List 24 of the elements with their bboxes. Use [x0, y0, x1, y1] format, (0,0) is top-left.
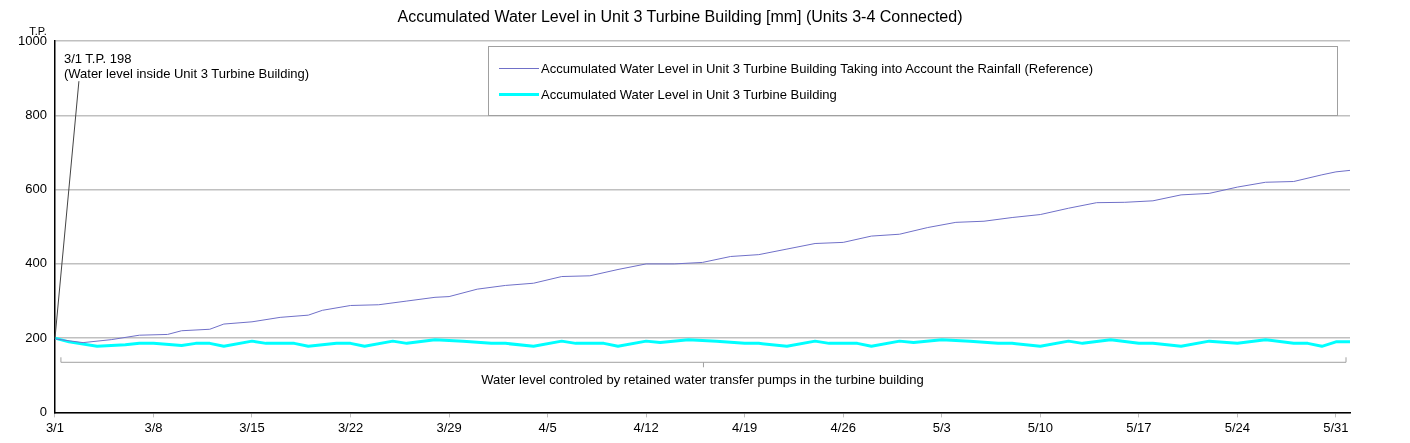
legend-label: Accumulated Water Level in Unit 3 Turbine Building	[541, 86, 837, 102]
x-tick-label: 4/19	[732, 419, 758, 435]
x-tick-label: 3/1	[45, 419, 64, 435]
y-tick-label: 800	[25, 107, 47, 123]
x-tick-label: 5/24	[1224, 419, 1251, 435]
y-tick-label: 400	[25, 255, 47, 271]
y-tick-label: 200	[25, 329, 47, 345]
y-tick-label: 600	[25, 181, 47, 197]
y-tick-label: 0	[39, 403, 47, 419]
x-tick-label: 5/3	[932, 419, 951, 435]
x-tick-label: 3/15	[239, 419, 265, 435]
x-tick-label: 3/22	[337, 419, 364, 435]
x-tick-label: 3/8	[144, 419, 163, 435]
legend-label: Accumulated Water Level in Unit 3 Turbine Building Taking into Account the Rainfall (Reference)	[541, 60, 1094, 76]
x-tick-label: 4/26	[830, 419, 856, 435]
x-tick-label: 4/5	[538, 419, 557, 435]
ref-line-label: Water level controled by retained water transfer pumps in the turbine building	[481, 372, 924, 388]
x-tick-label: 5/17	[1126, 419, 1152, 435]
chart-title: Accumulated Water Level in Unit 3 Turbine Building [mm] (Units 3-4 Connected)	[397, 8, 963, 26]
x-tick-label: 4/12	[633, 419, 659, 435]
annotation: 3/1 T.P. 198 (Water level inside Unit 3 Turbine Building)	[63, 51, 310, 82]
x-tick-label: 5/31	[1323, 419, 1349, 435]
x-tick-label: 5/10	[1027, 419, 1053, 435]
x-tick-label: 3/29	[436, 419, 462, 435]
